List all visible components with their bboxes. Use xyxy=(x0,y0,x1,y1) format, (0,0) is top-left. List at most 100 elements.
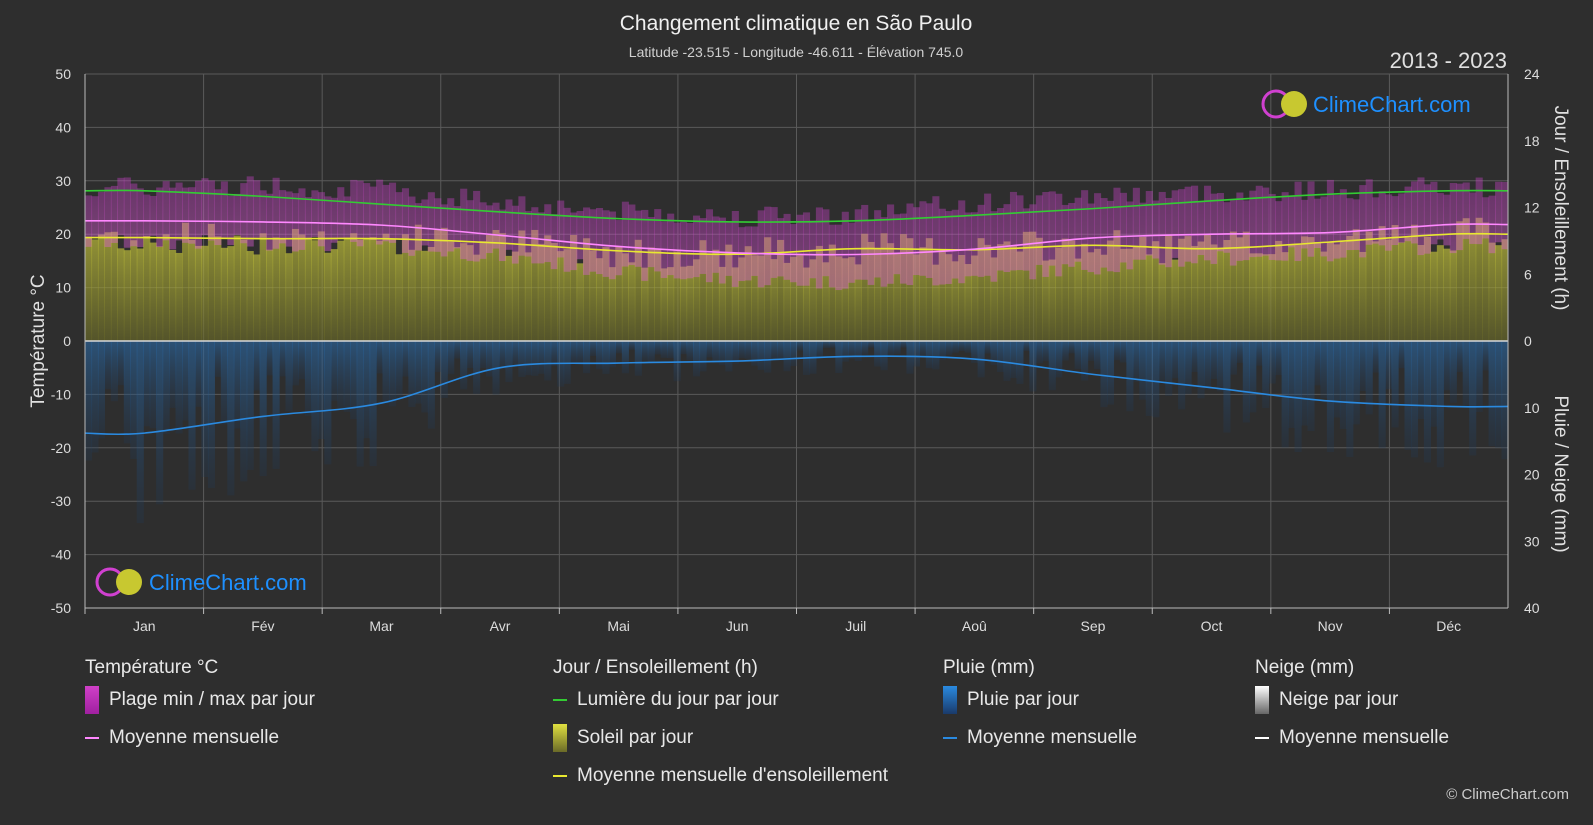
rain-day-bar xyxy=(1081,341,1089,381)
temp-range-day-bar xyxy=(563,207,571,272)
legend-item: Moyenne mensuelle xyxy=(943,719,1137,757)
sunshine-day-bar xyxy=(1100,254,1108,341)
y-right-bottom-tick-label: 20 xyxy=(1524,467,1540,483)
temp-range-day-bar xyxy=(964,212,972,277)
temp-range-day-bar xyxy=(434,198,442,252)
sunshine-day-bar xyxy=(887,243,895,341)
temp-range-day-bar xyxy=(460,188,468,260)
rain-day-bar xyxy=(1404,341,1412,450)
rain-day-bar xyxy=(1165,341,1173,396)
sunshine-day-bar xyxy=(1313,241,1322,341)
sunshine-day-bar xyxy=(1035,237,1043,341)
rain-day-bar xyxy=(854,341,862,362)
temp-range-day-bar xyxy=(1178,189,1186,267)
sunshine-day-bar xyxy=(143,235,151,341)
temp-range-day-bar xyxy=(1165,197,1173,268)
rain-day-bar xyxy=(285,341,293,412)
rain-day-bar xyxy=(1126,341,1134,412)
rain-day-bar xyxy=(447,341,455,375)
temp-range-day-bar xyxy=(1158,191,1166,265)
sunshine-day-bar xyxy=(1307,237,1315,341)
sunshine-day-bar xyxy=(1113,230,1121,341)
temp-range-day-bar xyxy=(104,187,112,247)
temp-range-day-bar xyxy=(117,177,125,236)
sunshine-day-bar xyxy=(1443,248,1451,341)
rain-day-bar xyxy=(363,341,371,439)
rain-day-bar xyxy=(182,341,190,421)
rain-day-bar xyxy=(259,341,267,477)
temp-range-day-bar xyxy=(984,193,992,276)
rain-day-bar xyxy=(1352,341,1360,425)
rain-day-bar xyxy=(887,341,895,356)
rain-day-bar xyxy=(246,341,254,470)
sunshine-day-bar xyxy=(473,254,481,341)
sunshine-day-bar xyxy=(951,261,959,341)
rain-day-bar xyxy=(1365,341,1373,415)
sunshine-day-bar xyxy=(1210,244,1218,341)
rain-day-bar xyxy=(1055,341,1063,378)
rain-day-bar xyxy=(1048,341,1056,391)
sunshine-day-bar xyxy=(1009,245,1018,341)
temp-range-day-bar xyxy=(1391,196,1399,246)
rain-day-bar xyxy=(156,341,164,505)
temp-range-day-bar xyxy=(1100,198,1108,268)
rain-day-bar xyxy=(1262,341,1270,409)
sunshine-day-bar xyxy=(660,268,668,341)
rain-day-bar xyxy=(369,341,377,467)
legend-item: Pluie par jour xyxy=(943,681,1137,719)
sunshine-day-bar xyxy=(602,247,610,341)
temp-range-day-bar xyxy=(990,211,998,282)
temp-range-day-bar xyxy=(893,214,901,275)
rain-day-bar xyxy=(1216,341,1224,392)
rain-day-bar xyxy=(576,341,584,364)
sunshine-day-bar xyxy=(608,267,616,341)
legend: Température °C Plage min / max par jour … xyxy=(0,655,1593,825)
rain-day-bar xyxy=(1094,341,1102,370)
rain-day-bar xyxy=(1436,341,1444,468)
sunshine-day-bar xyxy=(880,233,888,341)
rain-day-bar xyxy=(498,341,507,370)
temp-range-day-bar xyxy=(486,205,494,254)
temp-range-day-bar xyxy=(376,179,384,245)
rain-day-bar xyxy=(511,341,519,367)
x-tick-label: Nov xyxy=(1318,618,1343,634)
rain-day-bar xyxy=(1391,341,1399,428)
sunshine-day-bar xyxy=(705,254,714,341)
temp-range-day-bar xyxy=(699,218,707,274)
temp-range-day-bar xyxy=(505,199,513,250)
temp-range-day-bar xyxy=(1365,179,1373,245)
temp-range-day-bar xyxy=(570,212,578,271)
sunshine-day-bar xyxy=(1410,224,1419,341)
rain-day-bar xyxy=(602,341,610,374)
sunshine-day-bar xyxy=(1326,241,1334,341)
sunshine-day-bar xyxy=(563,249,571,341)
temp-range-day-bar xyxy=(479,202,487,259)
rain-day-bar xyxy=(1346,341,1354,457)
sunshine-day-bar xyxy=(1229,231,1237,341)
temp-range-day-bar xyxy=(1184,186,1192,262)
legend-item: Neige par jour xyxy=(1255,681,1449,719)
rain-day-bar xyxy=(104,341,112,390)
legend-group-sunshine: Jour / Ensoleillement (h) Lumière du jou… xyxy=(553,655,888,795)
rain-day-bar xyxy=(1268,341,1276,384)
temp-range-day-bar xyxy=(91,196,99,237)
rain-day-bar xyxy=(641,341,649,361)
sunshine-day-bar xyxy=(828,244,836,341)
sunshine-day-bar xyxy=(1087,252,1095,341)
sunshine-day-bar xyxy=(169,249,177,341)
rain-day-bar xyxy=(1281,341,1289,448)
sunshine-day-bar xyxy=(641,267,649,341)
rain-day-bar xyxy=(91,341,99,453)
rain-day-bar xyxy=(570,341,578,364)
rain-day-bar xyxy=(1106,341,1115,405)
temp-range-day-bar xyxy=(1216,192,1224,252)
rain-day-bar xyxy=(848,341,856,359)
temp-range-day-bar xyxy=(693,215,701,278)
sunshine-day-bar xyxy=(1456,221,1464,341)
rain-day-bar xyxy=(330,341,338,401)
temp-range-day-bar xyxy=(382,184,390,242)
temp-range-day-bar xyxy=(887,204,895,284)
sunshine-day-bar xyxy=(201,245,209,341)
rain-day-bar xyxy=(434,341,442,373)
legend-label: Moyenne mensuelle xyxy=(109,727,280,748)
